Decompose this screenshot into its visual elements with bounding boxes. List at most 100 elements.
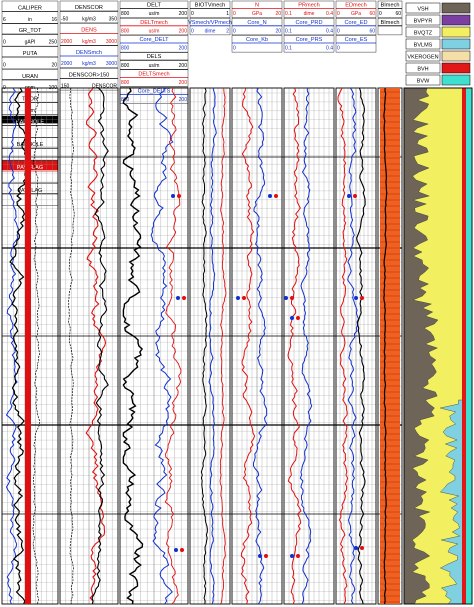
track-border — [59, 87, 119, 605]
track-header-t5: N 0 GPa 20 Core_N 0 20 Core_Kb 0 — [231, 0, 283, 53]
core-sample-point — [268, 194, 272, 198]
header-cell-border — [231, 35, 283, 53]
core-sample-point — [360, 546, 364, 550]
core-sample-point — [264, 554, 268, 558]
core-sample-point — [354, 296, 358, 300]
legend-swatch — [441, 38, 471, 50]
track-header-t3: DELT 800 us/m 200 DELTmech 800 us/m 200 Core_DEL… — [119, 0, 189, 104]
hydrocarbon-volume-fill — [462, 88, 466, 604]
header-cell-border — [335, 18, 377, 36]
core-sample-point — [174, 548, 178, 552]
legend-swatch — [441, 14, 471, 26]
curve-name: DENSmch — [76, 50, 102, 56]
legend-label: BVH — [417, 67, 428, 73]
scale-left-value: 0.1 — [285, 28, 292, 34]
core-sample-point — [176, 296, 180, 300]
scale-left-value: 800 — [121, 97, 130, 103]
scale-right-value: 60 — [369, 28, 375, 34]
header-cell-border — [1, 23, 59, 47]
scale-unit: in — [28, 17, 32, 23]
ed-mech-curve — [337, 87, 349, 605]
core-sample-point — [242, 296, 246, 300]
scale-unit: GPa — [351, 11, 361, 17]
header-cell-border — [119, 69, 189, 87]
scale-right-value: 200 — [179, 28, 188, 34]
header-cell-border — [59, 0, 119, 24]
scale-left-value: 0 — [233, 11, 236, 17]
curve-name: Core_DELT — [139, 37, 169, 43]
scale-right-value: 3000 — [106, 39, 117, 45]
curve-name: DELS — [147, 54, 162, 60]
scale-left-value: 0 — [191, 11, 194, 17]
legend-label: BVQTZ — [414, 31, 433, 37]
scale-left-value: 0 — [233, 46, 236, 52]
legend-swatch — [441, 74, 471, 86]
ed-blue-curve — [347, 87, 360, 605]
curve-name: BIOTVmech — [195, 3, 225, 9]
header-cell-border — [231, 18, 283, 36]
core-sample-point — [182, 296, 186, 300]
curve-name: VSmech/VPmech — [188, 20, 232, 26]
curve-name: Core_PRS — [296, 37, 323, 43]
core-sample-point — [353, 194, 357, 198]
scale-left-value: 0.1 — [285, 11, 292, 17]
scale-left-value: 800 — [121, 46, 130, 52]
curve-name: Core_Kb — [246, 37, 268, 43]
scale-right-value: 0.4 — [326, 11, 333, 17]
pr-mech-curve — [287, 87, 302, 605]
scale-unit: dime — [304, 11, 315, 17]
legend-swatch — [441, 62, 471, 74]
scale-right-value: 0.4 — [326, 28, 333, 34]
header-cell-border — [119, 18, 189, 36]
header-cell-border — [283, 18, 335, 36]
legend-label-box — [405, 26, 441, 38]
scale-right-value: 20 — [51, 62, 57, 68]
legend-swatch — [441, 50, 471, 62]
track-border — [231, 87, 283, 605]
scale-right-value: 3000 — [106, 61, 117, 67]
core-sample-point — [180, 548, 184, 552]
scale-unit: us/m — [149, 11, 160, 17]
density-mech-curve — [91, 87, 109, 605]
legend-label: BVPYR — [414, 19, 433, 25]
track-border — [189, 87, 231, 605]
scale-left-value: 0 — [337, 28, 340, 34]
track-grid-t3 — [119, 87, 189, 605]
uranium-curve — [32, 87, 41, 605]
bimech-fill — [380, 88, 400, 604]
legend-label-box — [405, 50, 441, 62]
legend-label-box — [405, 62, 441, 74]
scale-left-value: 2000 — [61, 39, 72, 45]
track-header-t8: BImech 0 60 BImech — [377, 0, 403, 36]
scale-unit: us/m — [149, 28, 160, 34]
vs-vp-curve — [208, 87, 217, 605]
delts-mech-curve — [164, 87, 182, 605]
curve-name: DELTSmech — [138, 71, 169, 77]
curve-name: Core_ES — [345, 37, 368, 43]
header-cell-border — [1, 0, 59, 24]
core-sample-point — [296, 316, 300, 320]
curve-name: DENS — [81, 28, 97, 34]
legend-label-box — [405, 2, 441, 14]
curve-name: BImech — [381, 3, 400, 9]
scale-right-value: 1 — [226, 11, 229, 17]
curve-name: DENSCOR>150 — [69, 72, 110, 78]
core-sample-point — [354, 546, 358, 550]
core-sample-point — [171, 194, 175, 198]
scale-left-value: 800 — [121, 28, 130, 34]
lithology-track — [403, 87, 473, 605]
header-cell-border — [59, 23, 119, 46]
caliper-curve — [5, 87, 19, 605]
track-border — [335, 87, 377, 605]
legend-label: BVLMS — [414, 43, 433, 49]
track-border — [283, 87, 335, 605]
scale-left-value: 0 — [233, 28, 236, 34]
curve-name: Core_ED — [344, 20, 367, 26]
scale-left-value: 800 — [121, 11, 130, 17]
legend-label-box — [405, 74, 441, 86]
scale-right-value: 16 — [51, 17, 57, 23]
n-curve — [240, 87, 256, 605]
core-sample-point — [284, 296, 288, 300]
pay-flag-bar — [25, 88, 31, 604]
